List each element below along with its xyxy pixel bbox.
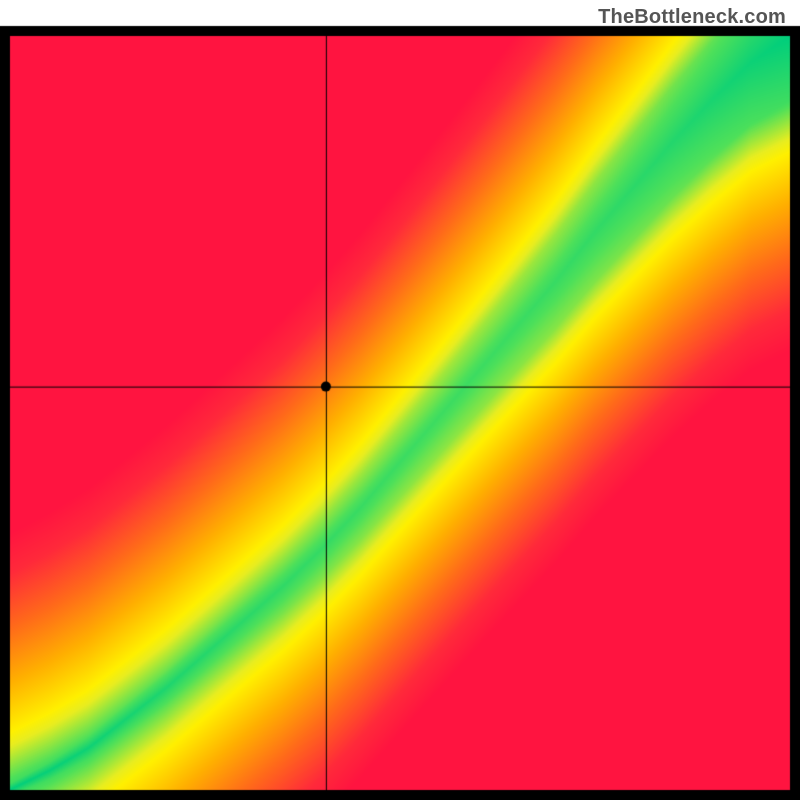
attribution-label: TheBottleneck.com [598, 6, 786, 29]
bottleneck-heatmap [0, 0, 800, 800]
